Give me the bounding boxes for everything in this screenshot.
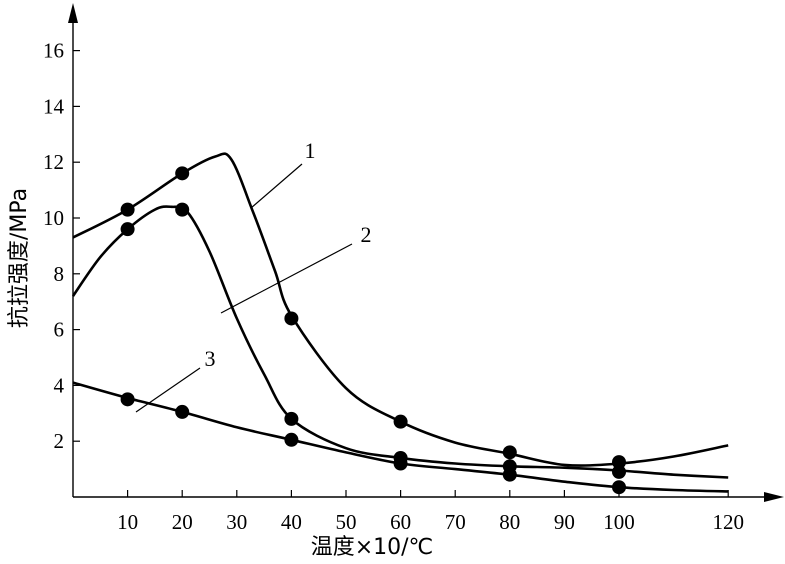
x-tick-label: 10 [117, 510, 138, 534]
series-1-point [393, 414, 408, 429]
y-tick-label: 16 [43, 39, 64, 63]
series-3-point [284, 432, 299, 447]
series-1-point [502, 445, 517, 460]
series-2-point [120, 222, 135, 237]
x-tick-label: 50 [336, 510, 357, 534]
y-axis-title: 抗拉强度/MPa [7, 188, 32, 328]
y-tick-label: 4 [54, 373, 65, 397]
series-3-point [502, 467, 517, 482]
series-2-leader [220, 243, 353, 314]
series-3-label: 3 [205, 346, 216, 371]
series-3-point [612, 480, 626, 495]
series-1-point [612, 455, 626, 470]
x-tick-label: 90 [554, 510, 575, 534]
x-tick-label: 100 [603, 510, 635, 534]
series-1-point [120, 202, 135, 217]
x-axis-title: 温度×10/℃ [311, 535, 434, 560]
x-axis-arrow [764, 492, 784, 502]
series-1-leader [250, 163, 303, 209]
series-1-point [284, 311, 299, 326]
series-3-line [72, 381, 729, 493]
y-tick-label: 12 [43, 150, 64, 174]
series-1-point [175, 166, 190, 181]
y-tick-label: 10 [43, 206, 64, 230]
y-tick-label: 8 [54, 262, 65, 286]
series-2-label: 2 [361, 222, 372, 247]
markers [120, 166, 626, 495]
y-tick-label: 2 [54, 429, 65, 453]
x-tick-label: 40 [281, 510, 302, 534]
y-tick-label: 6 [54, 318, 65, 342]
x-tick-label: 30 [226, 510, 247, 534]
series-2-point [284, 411, 299, 426]
x-tick-label: 60 [390, 510, 411, 534]
series-2-point [175, 202, 190, 217]
x-tick-label: 80 [499, 510, 520, 534]
x-tick-label: 20 [172, 510, 193, 534]
series-3-leader [135, 367, 201, 413]
y-tick-label: 14 [43, 94, 65, 118]
x-tick-label: 120 [712, 510, 744, 534]
series-2-line [71, 205, 729, 479]
series-1-line [72, 152, 729, 467]
y-axis-arrow [68, 3, 78, 23]
series-2-point [612, 464, 626, 479]
series-3-point [175, 404, 190, 419]
series-3-point [120, 392, 135, 407]
series-1-label: 1 [305, 138, 316, 163]
series-3-point [393, 456, 408, 471]
curves [71, 152, 729, 493]
x-tick-label: 70 [445, 510, 466, 534]
curve-leaders: 1 2 3 [135, 138, 372, 413]
